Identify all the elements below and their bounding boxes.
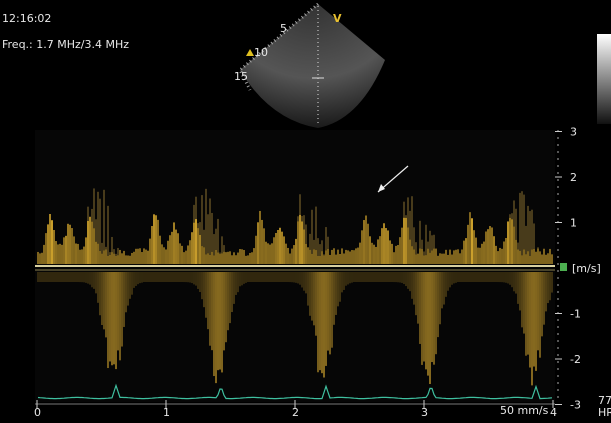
- velocity-tick-label: 2: [570, 171, 577, 184]
- grayscale-bar: [597, 34, 611, 124]
- velocity-tick-label: 1: [570, 217, 577, 230]
- baseline-marker: [560, 263, 567, 271]
- heart-rate-label: HR: [598, 406, 611, 419]
- depth-label: 15: [234, 70, 248, 83]
- time-tick-label: 2: [292, 406, 299, 419]
- velocity-unit: [m/s]: [572, 262, 601, 275]
- frequency: Freq.: 1.7 MHz/3.4 MHz: [2, 38, 129, 51]
- sweep-speed: 50 mm/s: [500, 404, 549, 417]
- clock: 12:16:02: [2, 12, 51, 25]
- velocity-tick-label: -1: [570, 308, 581, 321]
- mode-label: V: [333, 12, 342, 25]
- time-tick-label: 3: [421, 406, 428, 419]
- velocity-tick-label: -2: [570, 353, 581, 366]
- velocity-tick-label: 3: [570, 126, 577, 139]
- time-tick-label: 4: [550, 406, 557, 419]
- depth-label: 10: [254, 46, 268, 59]
- time-tick-label: 1: [163, 406, 170, 419]
- velocity-tick-label: -3: [570, 399, 581, 412]
- depth-label: 5: [280, 22, 287, 35]
- time-tick-label: 0: [34, 406, 41, 419]
- ultrasound-screen: 12:16:02 Freq.: 1.7 MHz/3.4 MHz 5 10 15 …: [0, 0, 611, 423]
